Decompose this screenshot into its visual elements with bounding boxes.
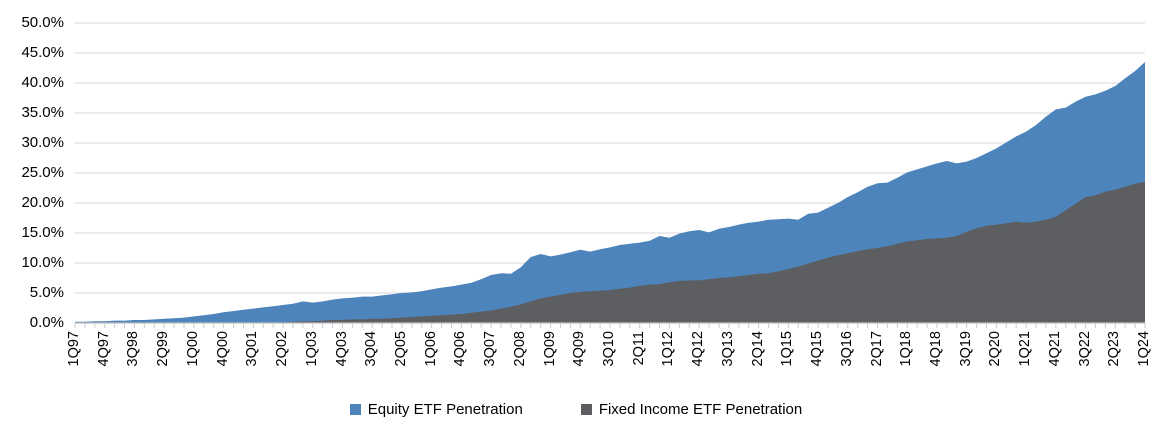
y-tick-label: 5.0% [29, 284, 64, 301]
y-tick-label: 10.0% [21, 254, 64, 271]
y-tick-label: 45.0% [21, 44, 64, 61]
x-tick-label: 4Q03 [333, 331, 350, 367]
x-tick-label: 2Q05 [392, 331, 409, 367]
x-tick-label: 1Q03 [303, 331, 320, 367]
x-tick-label: 2Q11 [630, 331, 647, 366]
x-tick-label: 3Q19 [957, 331, 974, 367]
x-tick-label: 1Q97 [66, 331, 82, 367]
y-tick-label: 20.0% [21, 194, 64, 211]
x-tick-label: 3Q10 [601, 331, 617, 367]
x-tick-label: 4Q18 [927, 331, 944, 367]
y-tick-label: 15.0% [21, 224, 64, 241]
y-tick-label: 25.0% [21, 164, 64, 181]
x-tick-label: 2Q17 [868, 331, 885, 367]
x-tick-label: 4Q15 [809, 331, 826, 367]
x-tick-label: 2Q20 [987, 331, 1004, 367]
x-tick-label: 2Q08 [511, 331, 528, 367]
fixed-income-legend-swatch [580, 404, 592, 415]
x-tick-label: 1Q12 [660, 331, 677, 367]
x-tick-label: 1Q21 [1017, 331, 1034, 367]
x-tick-label: 3Q01 [244, 331, 261, 367]
x-tick-label: 3Q13 [719, 331, 736, 367]
x-tick-label: 4Q00 [214, 331, 231, 367]
chart-legend: Equity ETF Penetration Fixed Income ETF … [0, 401, 1152, 418]
x-tick-label: 4Q09 [571, 331, 588, 367]
x-tick-label: 3Q04 [363, 331, 380, 367]
x-tick-label: 4Q06 [452, 331, 469, 367]
x-tick-label: 3Q16 [838, 331, 855, 367]
x-tick-label: 1Q24 [1136, 331, 1152, 367]
y-tick-label: 30.0% [21, 134, 64, 151]
equity-legend-swatch [349, 404, 361, 415]
x-tick-label: 1Q09 [541, 331, 558, 367]
y-tick-label: 35.0% [21, 104, 64, 121]
fixed-income-legend-label: Fixed Income ETF Penetration [598, 401, 803, 418]
equity-legend-label: Equity ETF Penetration [367, 401, 523, 418]
x-tick-label: 2Q02 [274, 331, 291, 367]
x-tick-label: 3Q22 [1076, 331, 1093, 367]
x-tick-label: 1Q06 [422, 331, 439, 367]
legend-item-fixed-income: Fixed Income ETF Penetration [580, 401, 803, 418]
x-tick-label: 2Q14 [749, 331, 766, 367]
x-tick-label: 4Q97 [95, 331, 112, 367]
x-tick-label: 1Q00 [184, 331, 201, 367]
x-tick-label: 2Q23 [1106, 331, 1123, 367]
x-tick-label: 4Q12 [690, 331, 707, 367]
x-tick-label: 2Q99 [155, 331, 172, 367]
y-tick-label: 50.0% [21, 14, 64, 31]
fixed-income-area [75, 182, 1145, 323]
legend-item-equity: Equity ETF Penetration [349, 401, 523, 418]
x-tick-label: 1Q15 [779, 331, 796, 367]
x-tick-label: 3Q98 [125, 331, 142, 367]
x-tick-label: 1Q18 [898, 331, 915, 367]
x-tick-label: 3Q07 [482, 331, 499, 367]
y-tick-label: 40.0% [21, 74, 64, 91]
x-tick-label: 4Q21 [1046, 331, 1063, 367]
y-tick-label: 0.0% [29, 314, 64, 331]
